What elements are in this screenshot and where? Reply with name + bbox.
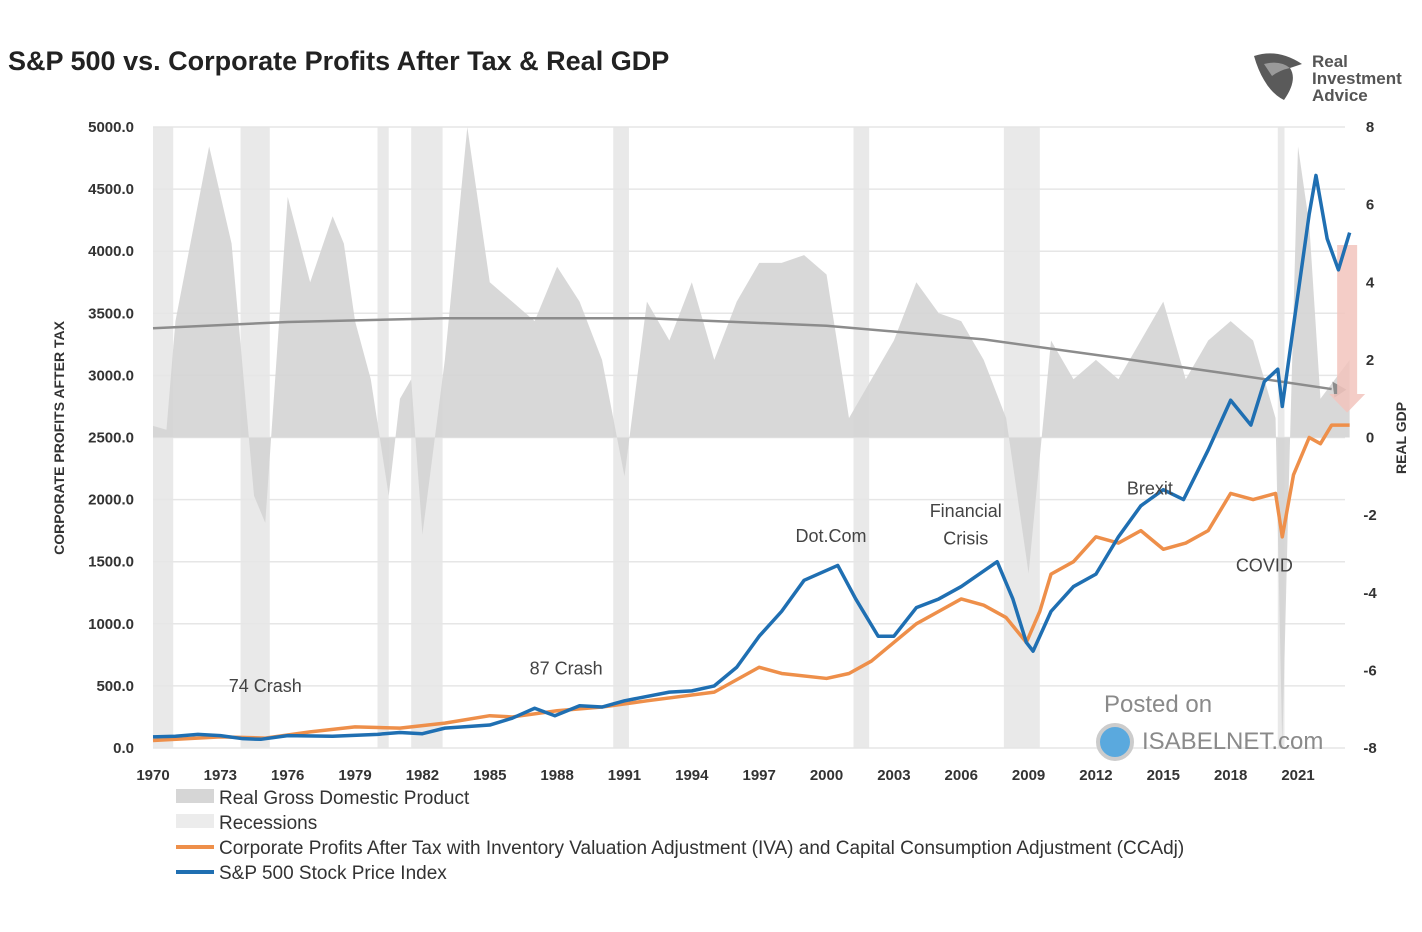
x-tick-label: 1994 [675, 767, 709, 784]
annotation-label: Financial [930, 501, 1002, 521]
y-tick-label: 4500.0 [88, 181, 134, 198]
trend-arrow [152, 317, 1332, 391]
x-tick-label: 2018 [1214, 767, 1247, 784]
logo-line: Advice [1312, 85, 1368, 105]
chart-title: S&P 500 vs. Corporate Profits After Tax … [8, 46, 670, 76]
y-tick-label: 1000.0 [88, 616, 134, 633]
legend-swatch [176, 789, 214, 803]
watermark-line1: Posted on [1104, 691, 1212, 718]
y-tick-label: 4000.0 [88, 243, 134, 260]
x-tick-label: 1970 [136, 767, 169, 784]
x-tick-label: 2006 [945, 767, 978, 784]
legend: Real Gross Domestic Product Recessions Cor… [176, 788, 1184, 884]
eagle-logo-icon [1254, 53, 1302, 100]
y-axis-ticks: 0.0 500.0 1000.0 1500.0 2000.0 2500.0 3000.0 35… [88, 119, 134, 757]
legend-swatch [176, 814, 214, 828]
legend-label: Corporate Profits After Tax with Invento… [219, 838, 1184, 859]
watermark-line2: ISABELNET.com [1142, 728, 1323, 755]
y2-tick-label: 2 [1366, 352, 1374, 369]
y-tick-label: 500.0 [96, 678, 134, 695]
y-tick-label: 1500.0 [88, 554, 134, 571]
x-tick-label: 2003 [877, 767, 910, 784]
annotation-label: Crisis [943, 528, 988, 548]
y-axis-label: CORPORATE PROFITS AFTER TAX [51, 320, 67, 555]
x-tick-label: 1979 [338, 767, 371, 784]
x-tick-label: 2015 [1147, 767, 1180, 784]
x-tick-label: 2009 [1012, 767, 1045, 784]
series-lines [152, 173, 1352, 743]
x-tick-label: 2012 [1079, 767, 1112, 784]
y-tick-label: 3000.0 [88, 367, 134, 384]
logo-line: Real [1312, 51, 1348, 71]
y2-tick-label: 4 [1366, 274, 1375, 291]
annotation-label: COVID [1236, 556, 1293, 576]
sp500-line [152, 173, 1352, 742]
y2-tick-label: -8 [1363, 740, 1376, 757]
x-tick-label: 1982 [406, 767, 439, 784]
y2-tick-label: 0 [1366, 430, 1374, 447]
x-tick-label: 1988 [540, 767, 573, 784]
y2-axis-label: REAL GDP [1393, 402, 1409, 474]
x-tick-label: 1985 [473, 767, 506, 784]
y2-tick-label: -2 [1363, 507, 1376, 524]
logo-line: Investment [1312, 68, 1402, 88]
legend-label: S&P 500 Stock Price Index [219, 863, 447, 884]
y-tick-label: 3500.0 [88, 305, 134, 322]
y2-tick-label: 6 [1366, 197, 1374, 214]
y-tick-label: 0.0 [113, 740, 134, 757]
isabelnet-logo-icon [1096, 723, 1134, 761]
y2-axis-ticks: 8 6 4 2 0 -2 -4 -6 -8 [1363, 119, 1377, 757]
x-tick-label: 1973 [204, 767, 237, 784]
watermark: Posted on ISABELNET.com [1096, 691, 1323, 761]
annotations: 74 Crash 87 Crash Dot.Com Financial Crisis Br… [229, 479, 1293, 696]
down-arrow [1329, 244, 1366, 413]
x-tick-label: 1991 [608, 767, 641, 784]
gdp-area-path [153, 127, 1350, 748]
annotation-label: 87 Crash [530, 659, 603, 679]
legend-label: Real Gross Domestic Product [219, 788, 470, 809]
annotation-label: 74 Crash [229, 676, 302, 696]
y2-tick-label: 8 [1366, 119, 1374, 136]
x-axis-ticks: 1970 1973 1976 1979 1982 1985 1988 1991 1994 1997… [136, 767, 1314, 784]
legend-label: Recessions [219, 813, 317, 834]
y2-tick-label: -4 [1363, 585, 1377, 602]
annotation-label: Dot.Com [796, 526, 867, 546]
y-tick-label: 5000.0 [88, 119, 134, 136]
y2-tick-label: -6 [1363, 662, 1376, 679]
x-tick-label: 1997 [742, 767, 775, 784]
logo: Real Investment Advice [1250, 50, 1402, 106]
y-tick-label: 2500.0 [88, 430, 134, 447]
gdp-area [153, 127, 1350, 748]
x-tick-label: 1976 [271, 767, 304, 784]
x-tick-label: 2021 [1281, 767, 1314, 784]
annotation-label: Brexit [1127, 479, 1173, 499]
x-tick-label: 2000 [810, 767, 843, 784]
profits-line [152, 423, 1350, 743]
y-tick-label: 2000.0 [88, 492, 134, 509]
